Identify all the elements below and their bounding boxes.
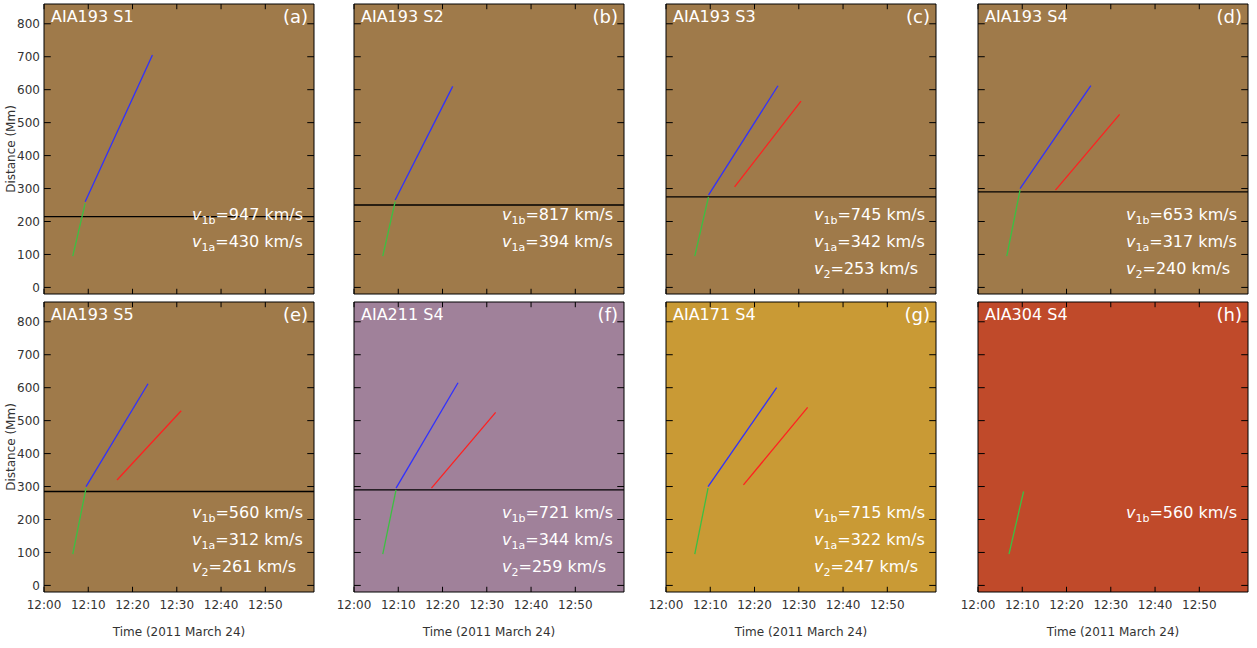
html-text:v2=259 km/s: v2=259 km/s — [502, 557, 607, 580]
svg-text:Time (2011 March 24): Time (2011 March 24) — [734, 625, 868, 638]
html-text:v1a=394 km/s: v1a=394 km/s — [502, 232, 613, 255]
svg-text:600: 600 — [17, 381, 40, 395]
svg-text:12:00: 12:00 — [961, 598, 996, 612]
svg-text:12:50: 12:50 — [248, 598, 283, 612]
svg-text:800: 800 — [17, 315, 40, 329]
html-text:v1b=721 km/s: v1b=721 km/s — [502, 503, 614, 526]
svg-text:12:20: 12:20 — [1049, 598, 1084, 612]
svg-text:12:40: 12:40 — [1138, 598, 1173, 612]
svg-text:500: 500 — [17, 116, 40, 130]
html-text:AIA304 S4: AIA304 S4 — [985, 305, 1068, 324]
html-text:(g): (g) — [904, 304, 930, 325]
html-text:(c): (c) — [906, 6, 930, 27]
svg-text:300: 300 — [17, 182, 40, 196]
svg-text:700: 700 — [17, 348, 40, 362]
html-text:AIA193 S4: AIA193 S4 — [985, 7, 1068, 26]
svg-text:12:00: 12:00 — [649, 598, 684, 612]
html-text:v2=253 km/s: v2=253 km/s — [814, 259, 919, 282]
svg-text:Time (2011 March 24): Time (2011 March 24) — [1046, 625, 1180, 638]
svg-text:Time (2011 March 24): Time (2011 March 24) — [112, 625, 246, 638]
svg-text:100: 100 — [17, 248, 40, 262]
svg-text:12:40: 12:40 — [826, 598, 861, 612]
svg-text:12:20: 12:20 — [115, 598, 150, 612]
html-text:v1b=745 km/s: v1b=745 km/s — [814, 205, 926, 228]
svg-text:12:30: 12:30 — [1093, 598, 1128, 612]
html-text:(d): (d) — [1216, 6, 1242, 27]
svg-text:100: 100 — [17, 546, 40, 560]
svg-text:Distance (Mm): Distance (Mm) — [4, 105, 18, 193]
svg-text:400: 400 — [17, 447, 40, 461]
html-text:AIA193 S3: AIA193 S3 — [673, 7, 756, 26]
svg-text:400: 400 — [17, 149, 40, 163]
html-text:(h): (h) — [1216, 304, 1242, 325]
svg-text:0: 0 — [32, 579, 40, 593]
html-text:(f): (f) — [597, 304, 618, 325]
svg-text:12:10: 12:10 — [1005, 598, 1040, 612]
html-text:v2=247 km/s: v2=247 km/s — [814, 557, 919, 580]
svg-text:12:30: 12:30 — [469, 598, 504, 612]
svg-text:12:40: 12:40 — [514, 598, 549, 612]
html-text:v1a=430 km/s: v1a=430 km/s — [192, 232, 303, 255]
svg-text:12:40: 12:40 — [204, 598, 239, 612]
html-text:AIA211 S4: AIA211 S4 — [361, 305, 444, 324]
svg-text:12:10: 12:10 — [693, 598, 728, 612]
html-text:v1b=560 km/s: v1b=560 km/s — [1126, 503, 1238, 526]
html-text:(b): (b) — [592, 6, 618, 27]
svg-text:Time (2011 March 24): Time (2011 March 24) — [422, 625, 556, 638]
html-text:v1a=344 km/s: v1a=344 km/s — [502, 530, 613, 553]
html-text:v1b=817 km/s: v1b=817 km/s — [502, 205, 614, 228]
svg-text:500: 500 — [17, 414, 40, 428]
svg-text:12:30: 12:30 — [781, 598, 816, 612]
svg-text:Distance (Mm): Distance (Mm) — [4, 403, 18, 491]
html-text:v1b=715 km/s: v1b=715 km/s — [814, 503, 926, 526]
html-text:AIA171 S4: AIA171 S4 — [673, 305, 756, 324]
svg-text:200: 200 — [17, 513, 40, 527]
html-text:(a): (a) — [282, 6, 308, 27]
svg-text:12:50: 12:50 — [1182, 598, 1217, 612]
svg-text:12:20: 12:20 — [425, 598, 460, 612]
html-text:v1b=560 km/s: v1b=560 km/s — [192, 503, 304, 526]
svg-text:12:10: 12:10 — [71, 598, 106, 612]
html-text:v1a=322 km/s: v1a=322 km/s — [814, 530, 925, 553]
html-text:AIA193 S1: AIA193 S1 — [51, 7, 134, 26]
html-text:v1a=342 km/s: v1a=342 km/s — [814, 232, 925, 255]
svg-text:200: 200 — [17, 215, 40, 229]
html-text:AIA193 S5: AIA193 S5 — [51, 305, 134, 324]
svg-text:12:00: 12:00 — [27, 598, 62, 612]
html-text:v1a=317 km/s: v1a=317 km/s — [1126, 232, 1237, 255]
html-text:v2=240 km/s: v2=240 km/s — [1126, 259, 1231, 282]
html-text:v1b=653 km/s: v1b=653 km/s — [1126, 205, 1238, 228]
svg-text:12:30: 12:30 — [159, 598, 194, 612]
html-text:v2=261 km/s: v2=261 km/s — [192, 557, 297, 580]
svg-text:12:00: 12:00 — [337, 598, 372, 612]
svg-text:12:50: 12:50 — [870, 598, 905, 612]
svg-text:300: 300 — [17, 480, 40, 494]
html-text:v1a=312 km/s: v1a=312 km/s — [192, 530, 303, 553]
svg-text:700: 700 — [17, 50, 40, 64]
svg-text:800: 800 — [17, 17, 40, 31]
html-text:v1b=947 km/s: v1b=947 km/s — [192, 205, 304, 228]
svg-text:12:50: 12:50 — [558, 598, 593, 612]
svg-text:0: 0 — [32, 281, 40, 295]
svg-text:12:10: 12:10 — [381, 598, 416, 612]
svg-text:12:20: 12:20 — [737, 598, 772, 612]
svg-text:600: 600 — [17, 83, 40, 97]
html-text:AIA193 S2: AIA193 S2 — [361, 7, 444, 26]
html-text:(e): (e) — [282, 304, 308, 325]
